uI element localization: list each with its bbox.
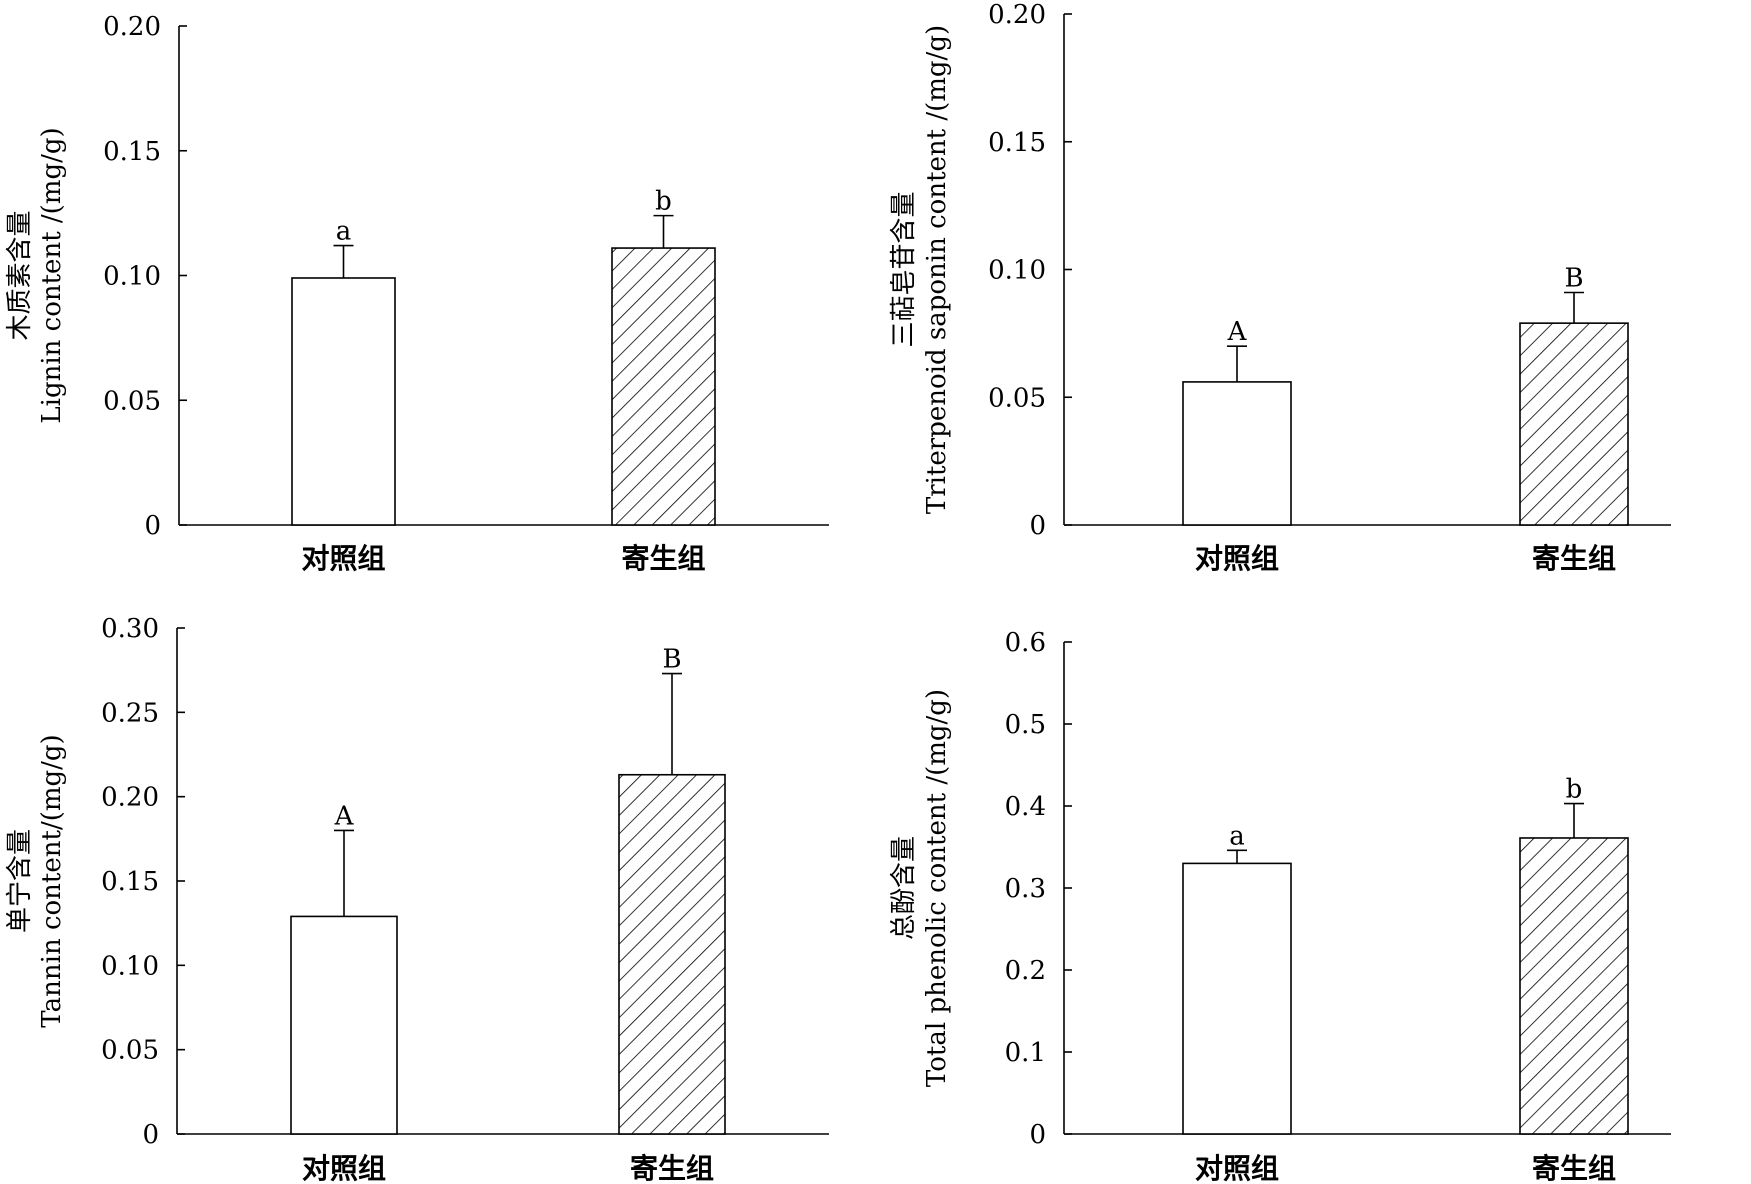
y-tick-label: 0.20 xyxy=(988,0,1046,30)
y-tick-label: 0.20 xyxy=(101,783,159,813)
chart-panel-3: 0 0.05 0.10 0.15 0.20 0.25 0.30 A 对照组 B 寄生组 单宁含量 Tan… xyxy=(5,614,829,1184)
y-tick-label: 0.10 xyxy=(103,262,161,292)
x-category-label-parasitic: 寄生组 xyxy=(1532,542,1616,575)
y-axis-title-en: Tannin content/(mg/g) xyxy=(37,734,67,1027)
y-tick-label: 0.15 xyxy=(101,867,159,897)
x-category-label-parasitic: 寄生组 xyxy=(621,542,705,575)
y-tick-label: 0.05 xyxy=(988,383,1046,413)
y-tick-label: 0.3 xyxy=(1005,874,1046,904)
y-axis-title-en: Lignin content /(mg/g) xyxy=(37,127,67,423)
y-tick-label: 0.5 xyxy=(1005,710,1046,740)
y-tick-label: 0.10 xyxy=(988,256,1046,286)
significance-label-parasitic: B xyxy=(662,645,681,675)
chart-panel-1: 0 0.05 0.10 0.15 0.20 a 对照组 b 寄生组 木质素含量 Lignin con… xyxy=(5,12,829,575)
significance-label-parasitic: b xyxy=(1566,775,1583,805)
bar-parasitic xyxy=(618,773,726,1135)
y-tick-label: 0 xyxy=(144,511,161,541)
y-tick-label: 0.05 xyxy=(101,1036,159,1066)
significance-label-control: a xyxy=(1229,821,1245,851)
x-category-label-parasitic: 寄生组 xyxy=(1532,1152,1616,1184)
y-tick-label: 0.10 xyxy=(101,951,159,981)
bar-parasitic xyxy=(1519,837,1629,1135)
bar-parasitic xyxy=(611,247,716,526)
y-tick-label: 0 xyxy=(1029,1120,1046,1150)
y-tick-label: 0 xyxy=(1029,511,1046,541)
x-category-label-control: 对照组 xyxy=(301,542,385,575)
y-tick-label: 0.15 xyxy=(988,128,1046,158)
x-category-label-control: 对照组 xyxy=(302,1152,386,1184)
y-tick-label: 0.4 xyxy=(1005,792,1046,822)
y-axis-title-cn: 木质素含量 xyxy=(5,210,35,340)
y-tick-label: 0.15 xyxy=(103,137,161,167)
y-tick-label: 0.1 xyxy=(1005,1038,1046,1068)
y-tick-label: 0.20 xyxy=(103,12,161,42)
bar-control xyxy=(1182,381,1292,526)
bar-parasitic xyxy=(1519,322,1629,526)
significance-label-parasitic: B xyxy=(1564,263,1583,293)
x-category-label-control: 对照组 xyxy=(1195,1152,1279,1184)
y-axis-title-cn: 总酚含量 xyxy=(889,836,919,940)
y-tick-label: 0.05 xyxy=(103,386,161,416)
y-axis-title-cn: 单宁含量 xyxy=(5,829,35,933)
x-category-label-control: 对照组 xyxy=(1195,542,1279,575)
bar-control xyxy=(290,915,398,1135)
significance-label-control: A xyxy=(334,801,355,831)
x-category-label-parasitic: 寄生组 xyxy=(630,1152,714,1184)
y-tick-label: 0.25 xyxy=(101,698,159,728)
significance-label-parasitic: b xyxy=(655,187,672,217)
y-axis-title-en: Triterpenoid saponin content /(mg/g) xyxy=(922,25,952,514)
y-axis-title-en: Total phenolic content /(mg/g) xyxy=(922,689,952,1087)
y-tick-label: 0.30 xyxy=(101,614,159,644)
chart-panel-4: 0 0.1 0.2 0.3 0.4 0.5 0.6 a 对照组 b 寄生组 总酚含量 Total phe… xyxy=(889,628,1671,1184)
y-tick-label: 0 xyxy=(142,1120,159,1150)
significance-label-control: A xyxy=(1227,317,1248,347)
y-tick-label: 0.6 xyxy=(1005,628,1046,658)
y-tick-label: 0.2 xyxy=(1005,956,1046,986)
chart-panel-2: 0 0.05 0.10 0.15 0.20 A 对照组 B 寄生组 三萜皂苷含量 Triterpen… xyxy=(889,0,1671,575)
bar-control xyxy=(1182,862,1292,1135)
y-axis-title-cn: 三萜皂苷含量 xyxy=(889,191,919,347)
bar-control xyxy=(291,277,396,526)
significance-label-control: a xyxy=(336,217,352,247)
